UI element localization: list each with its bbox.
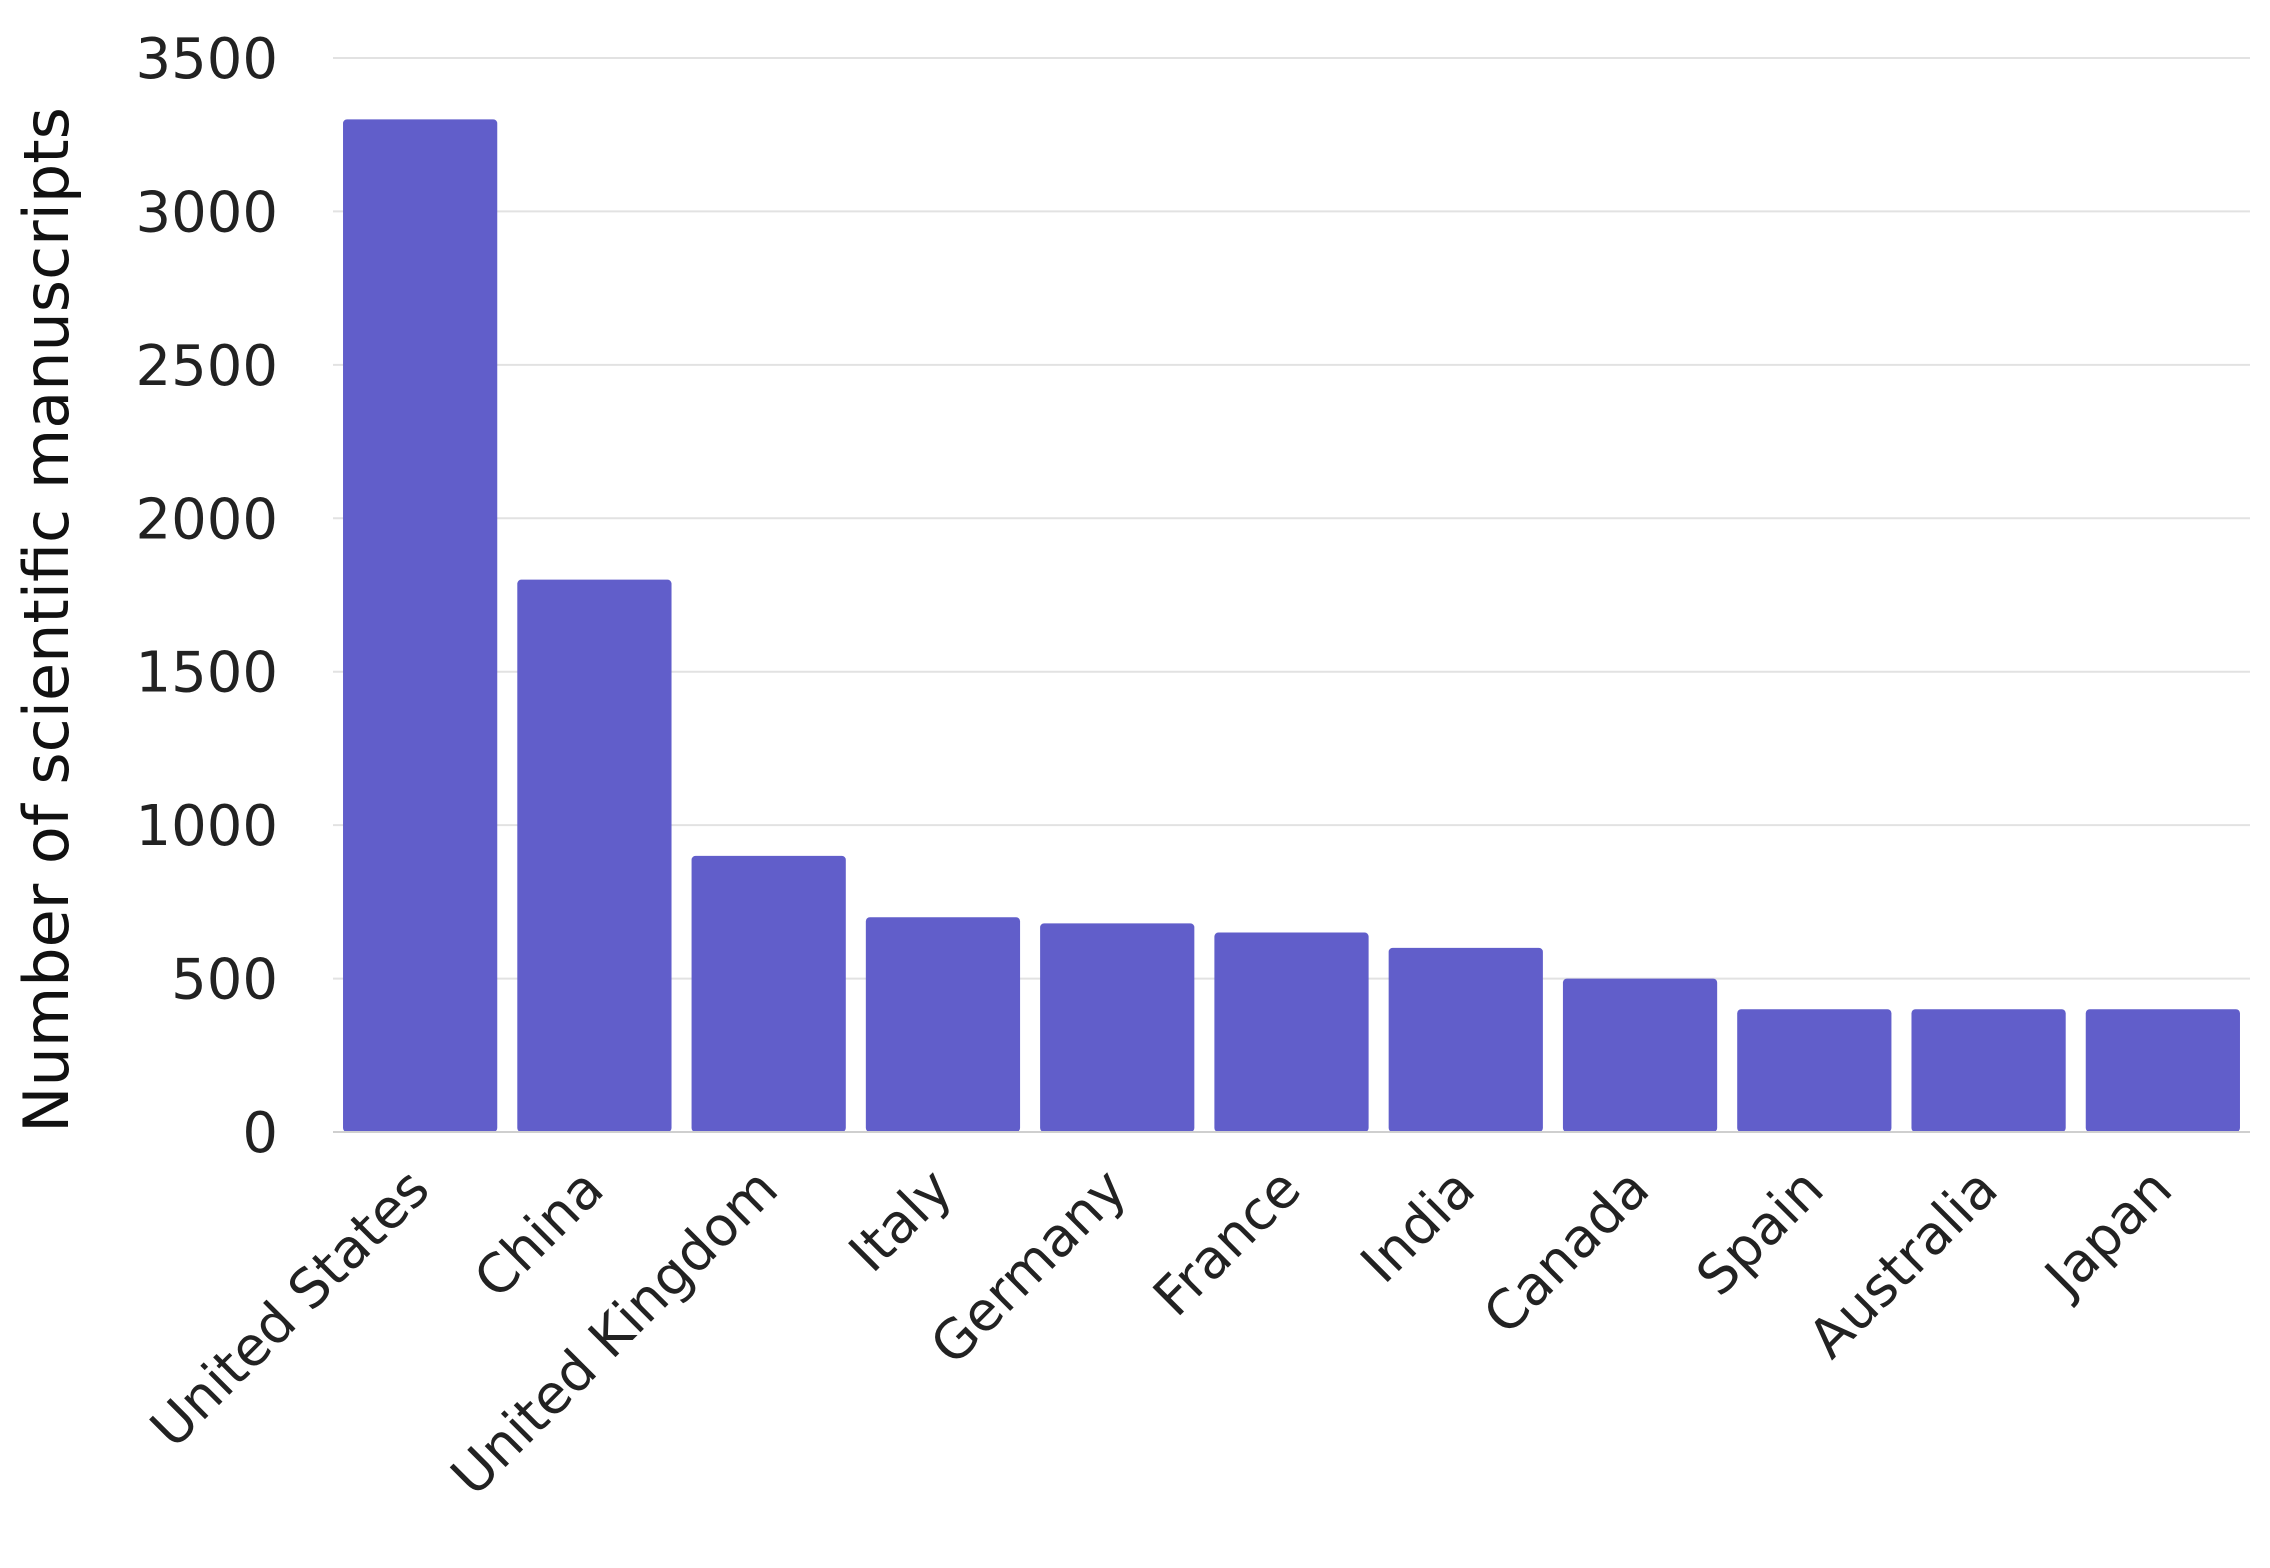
y-tick-label: 2500 — [135, 334, 278, 399]
bar — [1911, 1009, 2066, 1132]
bar — [1040, 923, 1195, 1132]
y-axis-title: Number of scientific manuscripts — [10, 107, 83, 1133]
y-tick-label: 1000 — [135, 794, 278, 859]
x-tick-label: Australia — [1796, 1157, 2009, 1370]
bar — [343, 119, 498, 1132]
x-tick-label: Canada — [1471, 1157, 1661, 1347]
y-tick-label: 3500 — [135, 27, 278, 92]
bar — [2085, 1009, 2240, 1132]
y-tick-label: 500 — [171, 948, 278, 1013]
bar — [691, 855, 846, 1132]
x-tick-label: United States — [138, 1157, 441, 1460]
bar — [865, 917, 1021, 1132]
bar — [1562, 978, 1718, 1132]
x-tick-label: China — [462, 1157, 616, 1311]
x-tick-label: United Kingdom — [439, 1157, 790, 1508]
y-tick-label: 3000 — [135, 180, 278, 245]
x-tick-label: India — [1349, 1157, 1487, 1295]
y-tick-label: 2000 — [135, 487, 278, 552]
bar — [517, 579, 672, 1132]
y-tick-label: 0 — [242, 1101, 278, 1166]
bar — [1388, 947, 1543, 1132]
bars — [333, 119, 2250, 1133]
x-tick-label: Japan — [2031, 1157, 2184, 1310]
x-tick-label: Spain — [1684, 1157, 1835, 1308]
y-tick-label: 1500 — [135, 641, 278, 706]
y-axis-ticks: 0 500 1000 1500 2000 2500 3000 3500 — [135, 27, 278, 1166]
x-tick-label: Italy — [837, 1157, 964, 1284]
bar — [1737, 1009, 1892, 1132]
x-tick-label: France — [1141, 1157, 1313, 1329]
bar — [1214, 932, 1369, 1132]
